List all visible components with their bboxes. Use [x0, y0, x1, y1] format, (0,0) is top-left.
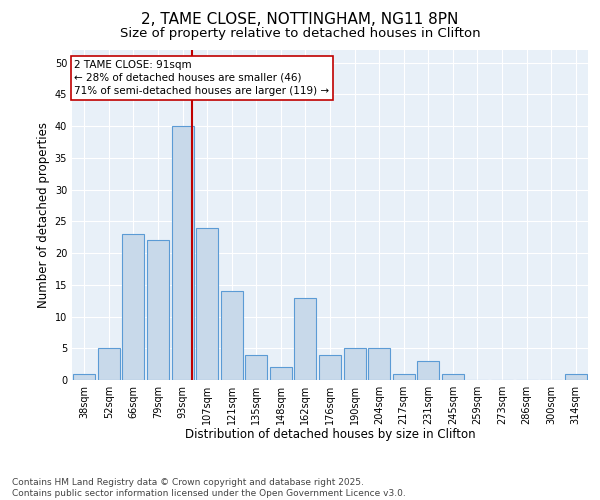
Bar: [98, 348, 120, 380]
Bar: [368, 348, 390, 380]
Bar: [73, 374, 95, 380]
Bar: [392, 374, 415, 380]
Bar: [344, 348, 365, 380]
Bar: [245, 354, 268, 380]
Bar: [442, 374, 464, 380]
Text: 2 TAME CLOSE: 91sqm
← 28% of detached houses are smaller (46)
71% of semi-detach: 2 TAME CLOSE: 91sqm ← 28% of detached ho…: [74, 60, 329, 96]
Bar: [295, 298, 316, 380]
Bar: [319, 354, 341, 380]
Bar: [417, 361, 439, 380]
Text: Size of property relative to detached houses in Clifton: Size of property relative to detached ho…: [119, 28, 481, 40]
Bar: [196, 228, 218, 380]
Bar: [221, 291, 243, 380]
Bar: [270, 368, 292, 380]
X-axis label: Distribution of detached houses by size in Clifton: Distribution of detached houses by size …: [185, 428, 475, 442]
Bar: [172, 126, 194, 380]
Bar: [565, 374, 587, 380]
Bar: [147, 240, 169, 380]
Text: 2, TAME CLOSE, NOTTINGHAM, NG11 8PN: 2, TAME CLOSE, NOTTINGHAM, NG11 8PN: [142, 12, 458, 28]
Y-axis label: Number of detached properties: Number of detached properties: [37, 122, 50, 308]
Text: Contains HM Land Registry data © Crown copyright and database right 2025.
Contai: Contains HM Land Registry data © Crown c…: [12, 478, 406, 498]
Bar: [122, 234, 145, 380]
